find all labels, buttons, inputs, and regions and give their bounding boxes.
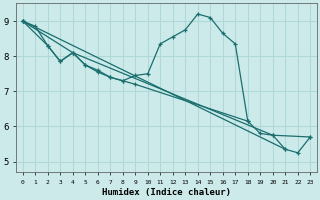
X-axis label: Humidex (Indice chaleur): Humidex (Indice chaleur) [102, 188, 231, 197]
